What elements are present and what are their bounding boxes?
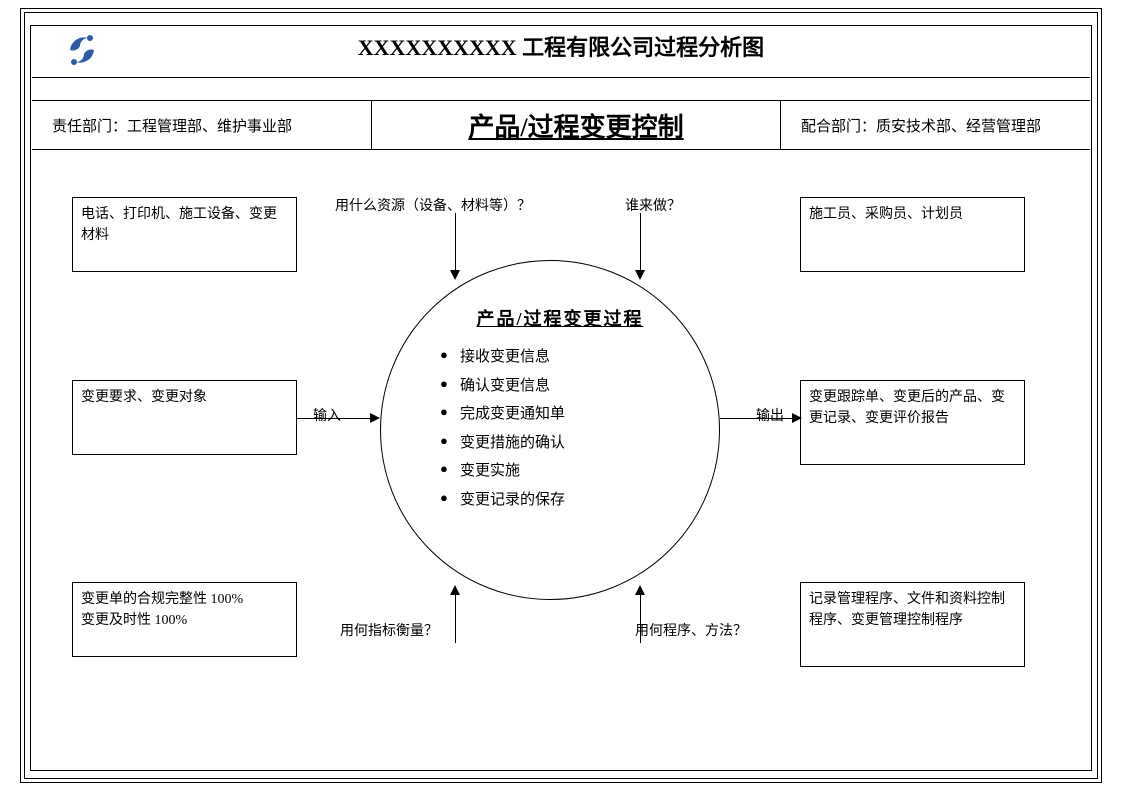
output-box: 变更跟踪单、变更后的产品、变更记录、变更评价报告 bbox=[800, 380, 1025, 465]
process-step-item: 变更实施 bbox=[460, 457, 690, 486]
process-step-item: 变更措施的确认 bbox=[460, 429, 690, 458]
resources-arrow-line bbox=[455, 213, 456, 273]
methods-arrow-line bbox=[640, 593, 641, 643]
input-arrow-head-icon bbox=[370, 413, 380, 423]
process-step-item: 完成变更通知单 bbox=[460, 400, 690, 429]
responsible-dept: 责任部门：工程管理部、维护事业部 bbox=[32, 101, 372, 149]
cooperate-dept: 配合部门：质安技术部、经营管理部 bbox=[780, 101, 1090, 149]
process-step-item: 接收变更信息 bbox=[460, 343, 690, 372]
methods-question-label: 用何程序、方法？ bbox=[635, 620, 747, 640]
methods-arrow-head-icon bbox=[635, 585, 645, 595]
main-subtitle: 产品/过程变更控制 bbox=[372, 101, 780, 149]
process-circle-content: 产品/过程变更过程 接收变更信息 确认变更信息 完成变更通知单 变更措施的确认 … bbox=[430, 305, 690, 514]
who-box: 施工员、采购员、计划员 bbox=[800, 197, 1025, 272]
sub-header: 责任部门：工程管理部、维护事业部 产品/过程变更控制 配合部门：质安技术部、经营… bbox=[32, 100, 1090, 150]
who-arrow-head-icon bbox=[635, 270, 645, 280]
metrics-box: 变更单的合规完整性 100% 变更及时性 100% bbox=[72, 582, 297, 657]
resources-box: 电话、打印机、施工设备、变更材料 bbox=[72, 197, 297, 272]
metrics-question-label: 用何指标衡量？ bbox=[340, 620, 438, 640]
process-step-item: 变更记录的保存 bbox=[460, 486, 690, 515]
company-title: XXXXXXXXXX 工程有限公司过程分析图 bbox=[0, 30, 1122, 62]
process-step-list: 接收变更信息 确认变更信息 完成变更通知单 变更措施的确认 变更实施 变更记录的… bbox=[430, 343, 690, 514]
title-divider bbox=[32, 77, 1090, 78]
methods-box: 记录管理程序、文件和资料控制程序、变更管理控制程序 bbox=[800, 582, 1025, 667]
output-arrow-line bbox=[720, 418, 798, 419]
input-arrow-line bbox=[297, 418, 375, 419]
output-arrow-head-icon bbox=[792, 413, 802, 423]
input-box: 变更要求、变更对象 bbox=[72, 380, 297, 455]
who-question-label: 谁来做？ bbox=[625, 195, 681, 215]
who-arrow-line bbox=[640, 213, 641, 273]
process-circle-title: 产品/过程变更过程 bbox=[430, 305, 690, 331]
metrics-arrow-head-icon bbox=[450, 585, 460, 595]
input-label: 输入 bbox=[313, 405, 341, 425]
resources-arrow-head-icon bbox=[450, 270, 460, 280]
output-label: 输出 bbox=[756, 405, 784, 425]
resources-question-label: 用什么资源（设备、材料等）？ bbox=[335, 195, 531, 215]
process-step-item: 确认变更信息 bbox=[460, 372, 690, 401]
metrics-arrow-line bbox=[455, 593, 456, 643]
